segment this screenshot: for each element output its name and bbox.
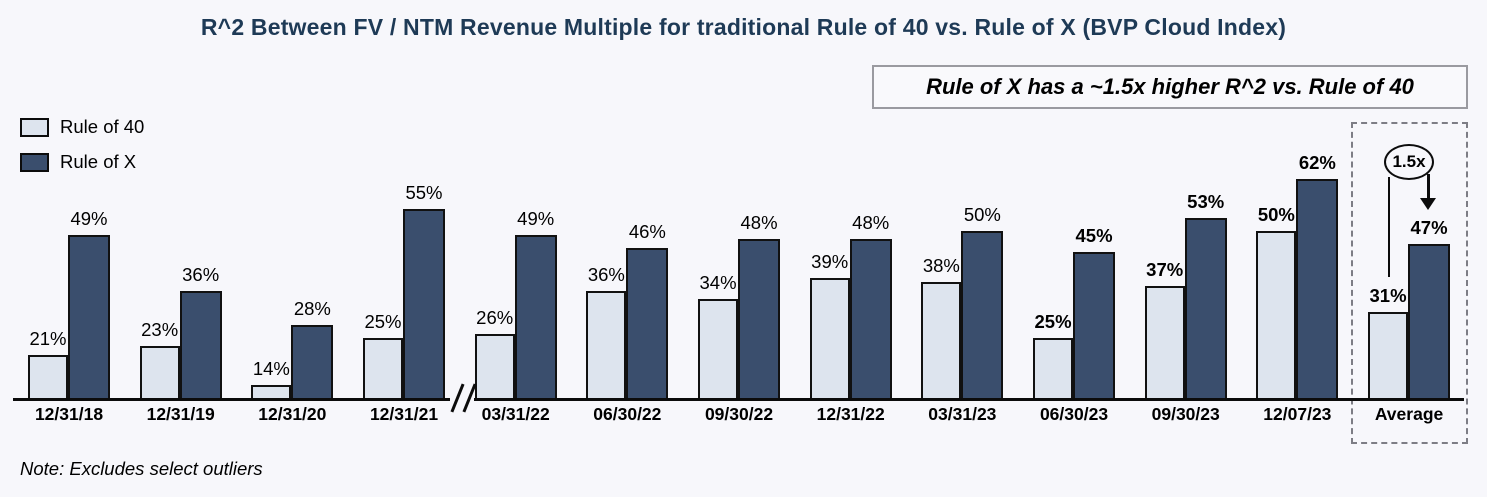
multiplier-badge: 1.5x [1384,144,1434,180]
bar-rule-of-40 [139,346,180,400]
value-label: 37% [1146,259,1184,281]
x-axis-label: 12/07/23 [1263,404,1332,424]
bar-rule-of-x [849,239,892,400]
value-label: 23% [141,319,179,341]
value-label: 26% [476,306,514,328]
bar-rule-of-x [626,247,669,400]
bar-rule-of-x [1296,179,1339,400]
x-axis-label: 06/30/23 [1039,404,1109,424]
value-label: 25% [364,310,402,332]
bar-rule-of-40 [28,355,68,400]
multiplier-badge-text: 1.5x [1392,152,1426,171]
bar-rule-of-x [179,290,222,400]
legend: Rule of 40 Rule of X [20,116,144,186]
down-arrow-head-icon [1420,198,1436,210]
bar-rule-of-40 [1256,230,1297,400]
value-label: 46% [628,220,666,242]
callout-text: Rule of X has a ~1.5x higher R^2 vs. Rul… [926,74,1414,99]
bar-rule-of-40 [1368,312,1409,400]
value-label: 25% [1034,310,1072,332]
x-axis-label: 03/31/22 [481,404,550,424]
x-axis-label: Average [1374,404,1444,424]
bar-rule-of-x [1408,243,1451,400]
down-arrow-shaft [1427,174,1430,199]
x-axis-label: 12/31/19 [146,404,215,424]
value-label: 31% [1369,285,1407,307]
bar-rule-of-40 [363,337,403,400]
legend-swatch-rule-of-40 [20,117,49,137]
bar-rule-of-x [1184,217,1227,400]
value-label: 47% [1410,216,1448,238]
bar-rule-of-40 [1144,286,1185,400]
bar-rule-of-x [1073,252,1116,400]
bar-rule-of-x [291,325,334,400]
value-label: 55% [405,182,443,204]
bar-rule-of-x [514,235,557,400]
bar-rule-of-40 [586,290,627,400]
bar-rule-of-40 [474,333,515,400]
value-label: 28% [293,298,331,319]
x-axis-label: 12/31/20 [258,404,327,424]
axis-break-gap [450,396,474,403]
value-label: 38% [922,255,960,277]
value-label: 62% [1298,152,1336,174]
footnote: Note: Excludes select outliers [20,458,263,479]
multiplier-connector-line [1388,177,1390,277]
value-label: 36% [182,263,220,285]
legend-item-rule-of-40: Rule of 40 [20,116,144,138]
value-label: 49% [517,208,555,229]
value-label: 48% [852,212,890,234]
chart-title: R^2 Between FV / NTM Revenue Multiple fo… [200,14,1287,40]
bar-rule-of-40 [1033,337,1074,400]
value-label: 14% [252,358,290,379]
legend-item-rule-of-x: Rule of X [20,151,144,173]
value-label: 45% [1075,225,1113,247]
value-label: 50% [963,203,1001,225]
x-axis-label: 12/31/22 [816,404,885,424]
value-label: 50% [1257,203,1295,225]
average-highlight-box [1351,122,1468,444]
value-label: 53% [1187,190,1225,212]
bar-rule-of-x [68,235,110,400]
x-axis-label: 12/31/18 [34,404,104,424]
bar-rule-of-40 [921,282,962,400]
bar-rule-of-40 [809,277,850,400]
bar-rule-of-x [738,239,781,400]
legend-label-rule-of-40: Rule of 40 [60,116,145,137]
legend-label-rule-of-x: Rule of X [60,151,137,172]
value-label: 39% [811,250,849,272]
x-axis-label: 09/30/22 [704,404,774,424]
x-axis-label: 03/31/23 [928,404,997,424]
value-label: 34% [699,272,737,294]
value-label: 49% [70,208,108,229]
x-axis-label: 12/31/21 [369,404,439,424]
value-label: 21% [29,328,67,349]
bar-rule-of-40 [698,299,739,400]
bar-rule-of-x [403,209,445,400]
value-label: 36% [587,263,625,285]
x-axis-label: 09/30/23 [1151,404,1220,424]
legend-swatch-rule-of-x [20,152,49,172]
callout-box: Rule of X has a ~1.5x higher R^2 vs. Rul… [872,65,1468,109]
bar-rule-of-x [961,230,1004,400]
value-label: 48% [740,212,778,234]
x-axis-line [13,398,1464,401]
x-axis-label: 06/30/22 [593,404,662,424]
